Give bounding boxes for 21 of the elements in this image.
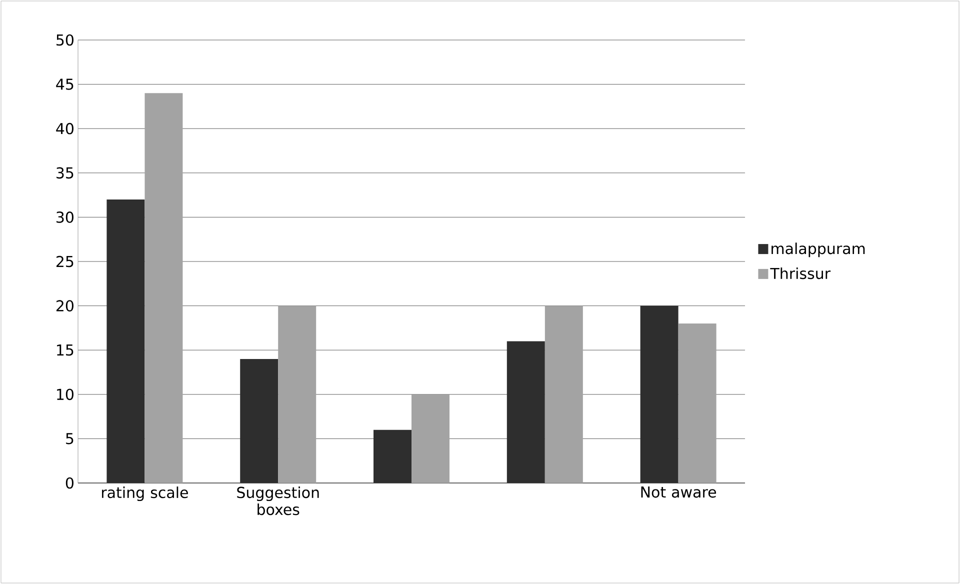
y-tick-label: 20 <box>56 300 74 312</box>
bar <box>412 394 450 483</box>
y-tick-label: 10 <box>57 388 74 400</box>
y-tick-label: 25 <box>56 256 74 268</box>
bar <box>144 93 183 483</box>
legend-label: malappuram <box>772 242 865 258</box>
y-tick-label: 5 <box>66 433 74 444</box>
y-tick-label: 45 <box>56 78 74 90</box>
legend-label: Thrissur <box>770 268 831 280</box>
y-tick-label: 15 <box>57 344 74 356</box>
bar <box>544 306 583 483</box>
x-tick-label: Suggestion boxes <box>237 486 319 516</box>
y-tick-label: 30 <box>56 212 74 223</box>
y-tick-label: 50 <box>56 34 74 46</box>
bar <box>278 306 316 483</box>
x-tick-label: rating scale <box>102 486 188 502</box>
y-tick-label: 0 <box>66 477 74 489</box>
x-tick-label: Not aware <box>641 486 716 498</box>
bar <box>678 324 716 483</box>
y-tick-label: 40 <box>56 122 74 134</box>
y-tick-label: 35 <box>56 167 74 179</box>
